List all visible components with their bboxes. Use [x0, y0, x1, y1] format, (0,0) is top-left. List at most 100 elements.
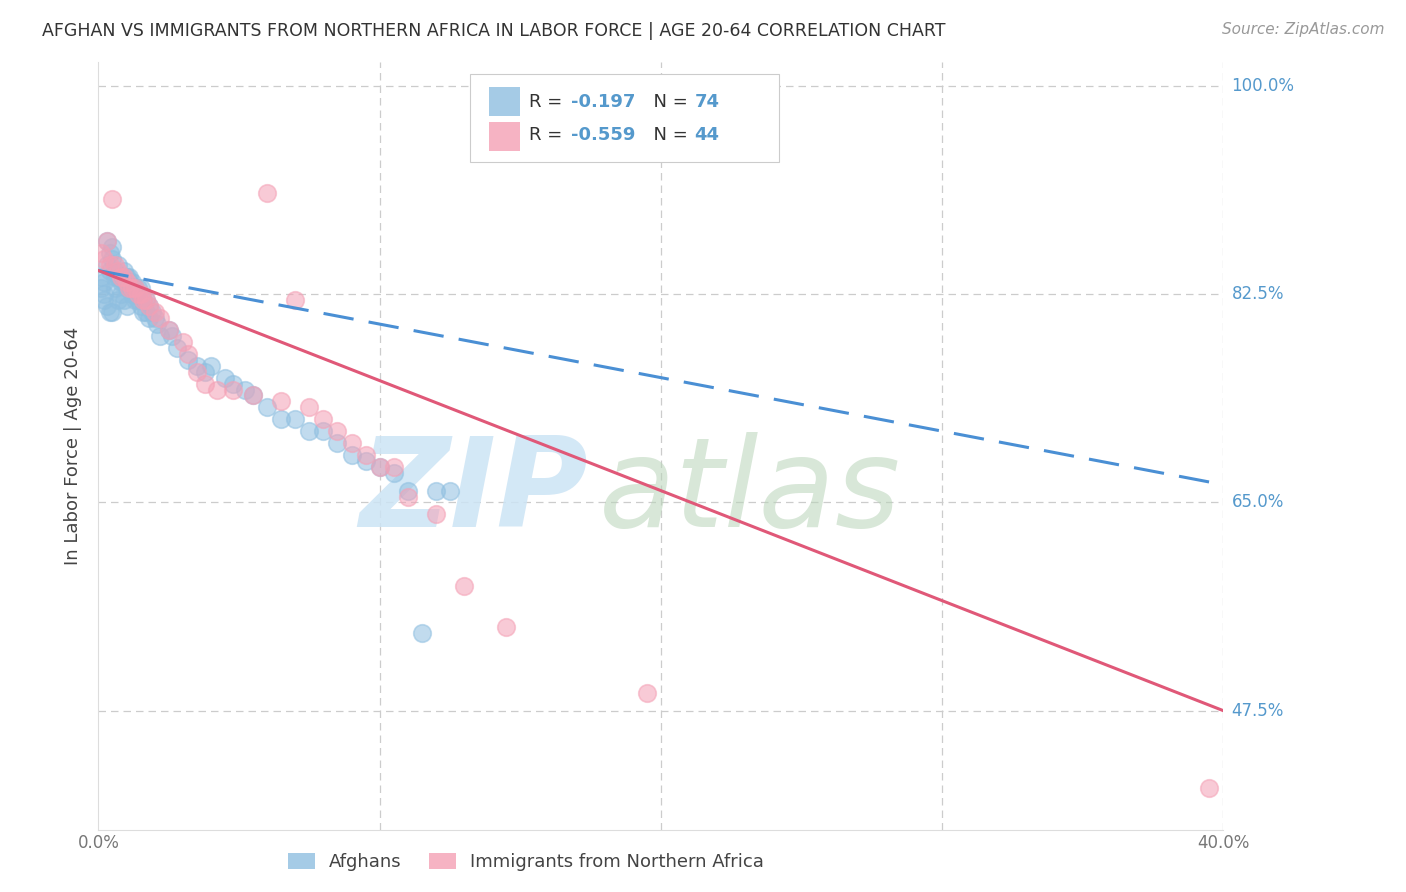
Point: [98, 258, 121, 272]
Point: [112, 276, 135, 290]
Point: [121, 281, 143, 295]
Point: [141, 305, 163, 319]
Point: [194, 365, 217, 379]
Point: [98, 263, 121, 277]
Point: [312, 412, 335, 426]
FancyBboxPatch shape: [470, 74, 779, 162]
Point: [98, 305, 121, 319]
FancyBboxPatch shape: [489, 121, 520, 151]
Text: 82.5%: 82.5%: [1232, 285, 1284, 303]
Point: [160, 329, 183, 343]
Point: [312, 424, 335, 438]
Text: 74: 74: [695, 93, 720, 111]
Point: [107, 293, 129, 308]
Text: 100.0%: 100.0%: [1232, 78, 1295, 95]
Point: [96, 234, 118, 248]
Point: [242, 388, 264, 402]
Point: [157, 323, 180, 337]
Point: [1198, 780, 1220, 795]
Point: [425, 508, 447, 522]
Point: [90, 269, 112, 284]
Point: [104, 281, 127, 295]
Point: [127, 281, 149, 295]
Point: [104, 269, 127, 284]
Point: [368, 459, 391, 474]
Text: Source: ZipAtlas.com: Source: ZipAtlas.com: [1222, 22, 1385, 37]
Point: [124, 281, 146, 295]
Point: [93, 287, 115, 301]
Point: [222, 383, 245, 397]
Text: 47.5%: 47.5%: [1232, 702, 1284, 720]
Point: [107, 258, 129, 272]
Point: [90, 245, 112, 260]
Point: [172, 334, 194, 349]
Point: [135, 305, 157, 319]
Point: [93, 293, 115, 308]
Point: [90, 281, 112, 295]
Point: [354, 448, 377, 462]
Point: [135, 293, 157, 308]
Point: [107, 263, 129, 277]
Point: [214, 370, 236, 384]
Point: [93, 252, 115, 266]
Text: N =: N =: [641, 93, 693, 111]
Point: [110, 287, 132, 301]
Point: [200, 359, 222, 373]
Point: [270, 394, 292, 409]
Text: -0.559: -0.559: [571, 127, 636, 145]
Text: R =: R =: [529, 93, 568, 111]
Point: [127, 293, 149, 308]
Point: [101, 240, 124, 254]
Point: [284, 293, 307, 308]
Point: [284, 412, 307, 426]
Point: [101, 252, 124, 266]
Point: [396, 490, 419, 504]
Point: [135, 293, 157, 308]
Point: [453, 579, 475, 593]
Point: [110, 269, 132, 284]
Legend: Afghans, Immigrants from Northern Africa: Afghans, Immigrants from Northern Africa: [280, 846, 772, 878]
Point: [129, 281, 152, 295]
Point: [104, 258, 127, 272]
Point: [115, 276, 138, 290]
Point: [118, 269, 141, 284]
Point: [93, 276, 115, 290]
Point: [326, 436, 349, 450]
Point: [132, 305, 155, 319]
Point: [115, 299, 138, 313]
Point: [115, 269, 138, 284]
Point: [186, 365, 208, 379]
Point: [270, 412, 292, 426]
Point: [132, 293, 155, 308]
Point: [233, 383, 256, 397]
Point: [382, 466, 405, 480]
Point: [298, 424, 321, 438]
Point: [177, 352, 200, 367]
Point: [186, 359, 208, 373]
Point: [96, 299, 118, 313]
Y-axis label: In Labor Force | Age 20-64: In Labor Force | Age 20-64: [65, 326, 83, 566]
Point: [112, 269, 135, 284]
Point: [222, 376, 245, 391]
Point: [101, 192, 124, 206]
Point: [242, 388, 264, 402]
Point: [340, 436, 363, 450]
Point: [368, 459, 391, 474]
Point: [326, 424, 349, 438]
Point: [256, 401, 278, 415]
Point: [132, 293, 155, 308]
Point: [121, 287, 143, 301]
Point: [129, 299, 152, 313]
Point: [129, 287, 152, 301]
Point: [118, 276, 141, 290]
Text: atlas: atlas: [599, 432, 901, 552]
Point: [382, 459, 405, 474]
Text: 65.0%: 65.0%: [1232, 493, 1284, 511]
Point: [110, 269, 132, 284]
Point: [439, 483, 461, 498]
Point: [194, 376, 217, 391]
Point: [411, 626, 433, 640]
Point: [110, 276, 132, 290]
Point: [138, 299, 160, 313]
Point: [166, 341, 188, 355]
